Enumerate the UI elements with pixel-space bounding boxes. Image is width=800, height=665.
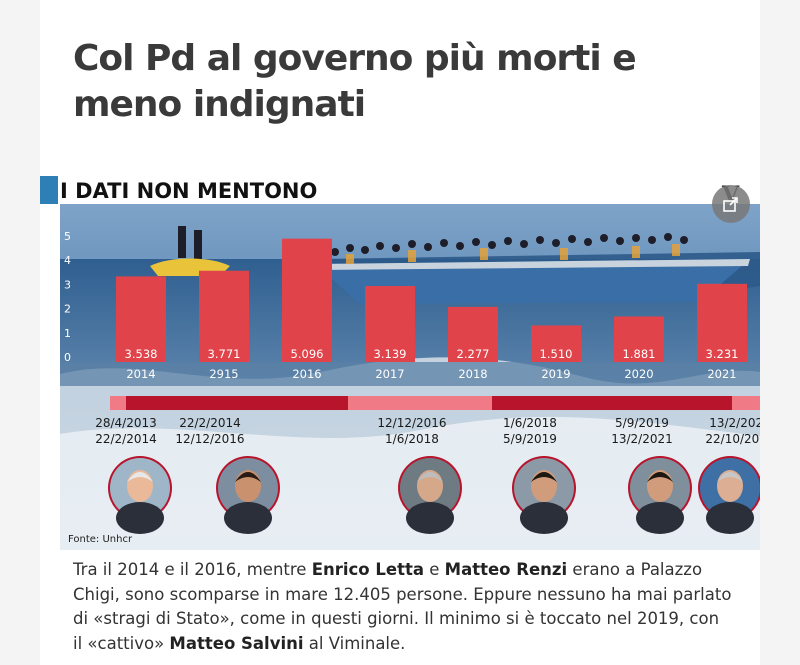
government-start-date: 28/4/2013 xyxy=(95,416,157,430)
government-end-date: 13/2/2021 xyxy=(611,432,673,446)
government-end-date: 22/2/2014 xyxy=(95,432,157,446)
government-period-bar xyxy=(732,396,760,410)
y-tick-label: 2 xyxy=(64,303,71,316)
bar-2017 xyxy=(365,286,415,362)
enrico-letta-portrait-suit xyxy=(116,502,164,534)
year-axis-band xyxy=(60,362,760,386)
bar-value-label: 1.510 xyxy=(540,347,573,361)
government-period-bar xyxy=(590,396,732,410)
government-period-bar xyxy=(348,396,492,410)
y-tick-label: 4 xyxy=(64,254,71,267)
government-end-date: 5/9/2019 xyxy=(503,432,557,446)
person-matteo-renzi: Matteo Renzi xyxy=(444,560,568,579)
bar-value-label: 1.881 xyxy=(623,347,656,361)
government-start-date: 5/9/2019 xyxy=(615,416,669,430)
government-start-date: 12/12/2016 xyxy=(377,416,446,430)
government-period-bar xyxy=(126,396,348,410)
enrico-letta-portrait-hair xyxy=(127,472,153,482)
bar-2014 xyxy=(116,276,166,362)
mario-draghi-portrait-suit xyxy=(706,502,754,534)
giuseppe-conte-portrait-2-hair xyxy=(647,472,673,482)
bar-2019 xyxy=(531,325,581,362)
bar-value-label: 3.139 xyxy=(374,347,407,361)
bar-chart: 0 1 2 3 4 5 3.538 2014 3.771 2915 5.096 2016 3.139 20… xyxy=(60,204,760,550)
paragraph-text-2: e xyxy=(424,560,445,579)
giuseppe-conte-portrait-2-suit xyxy=(636,502,684,534)
bar-2020 xyxy=(614,316,664,362)
paragraph-text-1: Tra il 2014 e il 2016, mentre xyxy=(73,560,312,579)
x-tick-label: 2020 xyxy=(624,367,653,381)
government-start-date: 13/2/2021 xyxy=(709,416,760,430)
y-tick-label: 1 xyxy=(64,327,71,340)
x-tick-label: 2017 xyxy=(375,367,404,381)
bar-value-label: 3.771 xyxy=(208,347,241,361)
chart-figure: 0 1 2 3 4 5 3.538 2014 3.771 2915 5.096 2016 3.139 20… xyxy=(60,204,760,550)
paolo-gentiloni-portrait-hair xyxy=(417,472,443,482)
section-accent-bar xyxy=(40,176,58,204)
giuseppe-conte-portrait-1-suit xyxy=(520,502,568,534)
x-tick-label: 2014 xyxy=(126,367,155,381)
x-tick-label: 2021 xyxy=(707,367,736,381)
government-period-bar xyxy=(110,396,126,410)
government-start-date: 22/2/2014 xyxy=(179,416,241,430)
government-end-date: 12/12/2016 xyxy=(175,432,244,446)
bar-value-label: 3.231 xyxy=(706,347,739,361)
paragraph-text-3: erano a Palazzo Chigi, sono scomparse in… xyxy=(73,560,732,653)
paolo-gentiloni-portrait-suit xyxy=(406,502,454,534)
x-tick-label: 2019 xyxy=(541,367,570,381)
mario-draghi-portrait-hair xyxy=(717,472,743,482)
bar-2021 xyxy=(697,283,747,362)
paragraph-text-4: al Viminale. xyxy=(303,633,406,653)
share-button[interactable] xyxy=(712,185,750,223)
bar-2016 xyxy=(282,238,332,362)
government-start-date: 1/6/2018 xyxy=(503,416,557,430)
bar-value-label: 2.277 xyxy=(457,347,490,361)
bar-value-label: 5.096 xyxy=(291,347,324,361)
bar-2915 xyxy=(199,270,249,362)
share-icon xyxy=(723,197,738,212)
y-tick-label: 3 xyxy=(64,278,71,291)
x-tick-label: 2915 xyxy=(209,367,238,381)
x-tick-label: 2018 xyxy=(458,367,487,381)
matteo-renzi-portrait-hair xyxy=(235,472,261,482)
chart-source: Fonte: Unhcr xyxy=(68,534,133,545)
section-title: I DATI NON MENTONO xyxy=(60,179,318,203)
government-end-date: 1/6/2018 xyxy=(385,432,439,446)
y-tick-label: 5 xyxy=(64,230,71,243)
article-paragraph: Tra il 2014 e il 2016, mentre Enrico Let… xyxy=(73,558,733,656)
person-matteo-salvini: Matteo Salvini xyxy=(169,633,304,653)
article-headline: Col Pd al governo più morti e meno indig… xyxy=(73,38,637,125)
chart-layer: 0 1 2 3 4 5 3.538 2014 3.771 2915 5.096 2016 3.139 20… xyxy=(60,230,760,534)
article-page: Col Pd al governo più morti e meno indig… xyxy=(40,0,760,665)
government-period-bar xyxy=(492,396,590,410)
bar-2018 xyxy=(448,306,498,362)
giuseppe-conte-portrait-1-hair xyxy=(531,472,557,482)
bar-value-label: 3.538 xyxy=(125,347,158,361)
person-enrico-letta: Enrico Letta xyxy=(311,560,424,579)
matteo-renzi-portrait-suit xyxy=(224,502,272,534)
y-tick-label: 0 xyxy=(64,351,71,364)
x-tick-label: 2016 xyxy=(292,367,321,381)
